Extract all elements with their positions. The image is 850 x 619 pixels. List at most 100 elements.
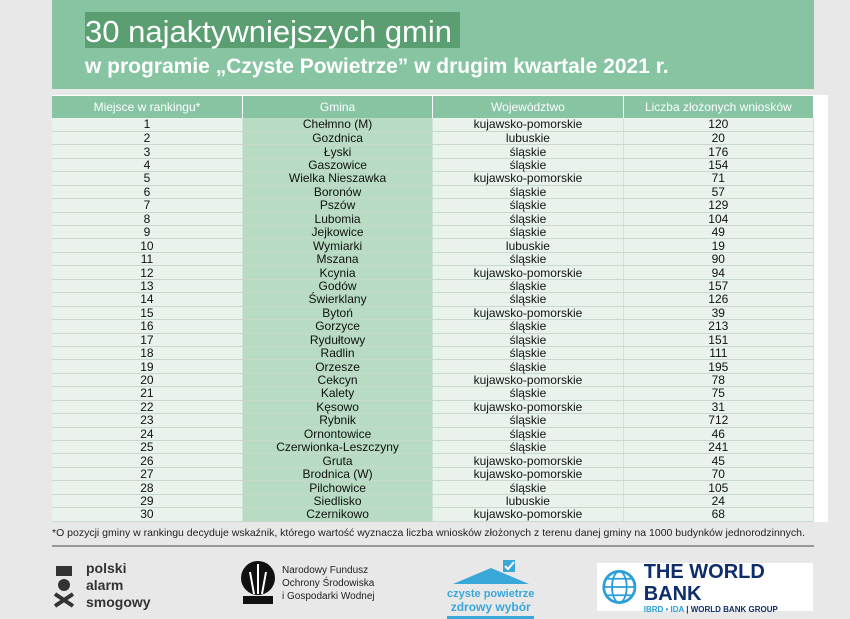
gmina-cell: Orzesze (242, 359, 434, 374)
applications-cell: 71 (623, 171, 815, 186)
voivodeship-cell: śląskie (432, 225, 624, 240)
applications-cell: 90 (623, 252, 815, 267)
applications-cell: 57 (623, 185, 815, 200)
gmina-cell: Pszów (242, 198, 434, 213)
rank-cell: 9 (52, 225, 243, 240)
table-row: 29 Siedlisko lubuskie 24 (52, 494, 815, 509)
table-row: 14 Świerklany śląskie 126 (52, 292, 815, 307)
voivodeship-cell: śląskie (432, 440, 624, 455)
table-row: 5 Wielka Nieszawka kujawsko-pomorskie 71 (52, 171, 815, 186)
rank-cell: 8 (52, 212, 243, 227)
gmina-cell: Pilchowice (242, 480, 434, 495)
applications-cell: 105 (623, 480, 815, 495)
gmina-cell: Czerwionka-Leszczyny (242, 440, 434, 455)
rank-cell: 10 (52, 238, 243, 253)
applications-cell: 126 (623, 292, 815, 307)
applications-cell: 24 (623, 494, 815, 509)
gmina-cell: Kcynia (242, 265, 434, 280)
applications-cell: 94 (623, 265, 815, 280)
psa-text: alarm (86, 577, 124, 593)
column-header: Województwo (432, 96, 624, 118)
voivodeship-cell: śląskie (432, 413, 624, 428)
voivodeship-cell: śląskie (432, 185, 624, 200)
table-row: 10 Wymiarki lubuskie 19 (52, 238, 815, 253)
rank-cell: 1 (52, 118, 243, 132)
gmina-cell: Godów (242, 279, 434, 294)
applications-cell: 20 (623, 131, 815, 146)
voivodeship-cell: kujawsko-pomorskie (432, 118, 624, 132)
rank-cell: 12 (52, 265, 243, 280)
table-row: 30 Czernikowo kujawsko-pomorskie 68 (52, 507, 815, 522)
rank-cell: 24 (52, 427, 243, 442)
voivodeship-cell: kujawsko-pomorskie (432, 265, 624, 280)
rank-cell: 15 (52, 306, 243, 321)
applications-cell: 39 (623, 306, 815, 321)
table-row: 13 Godów śląskie 157 (52, 279, 815, 294)
gmina-cell: Brodnica (W) (242, 467, 434, 482)
voivodeship-cell: śląskie (432, 319, 624, 334)
table-row: 20 Cekcyn kujawsko-pomorskie 78 (52, 373, 815, 388)
rank-cell: 6 (52, 185, 243, 200)
voivodeship-cell: śląskie (432, 198, 624, 213)
gmina-cell: Cekcyn (242, 373, 434, 388)
gmina-cell: Lubomia (242, 212, 434, 227)
voivodeship-cell: śląskie (432, 292, 624, 307)
voivodeship-cell: śląskie (432, 386, 624, 401)
table-row: 6 Boronów śląskie 57 (52, 185, 815, 200)
applications-cell: 49 (623, 225, 815, 240)
table-row: 12 Kcynia kujawsko-pomorskie 94 (52, 265, 815, 280)
voivodeship-cell: lubuskie (432, 238, 624, 253)
rank-cell: 30 (52, 507, 243, 522)
gmina-cell: Wymiarki (242, 238, 434, 253)
divider (52, 545, 814, 547)
page-subtitle: w programie „Czyste Powietrze” w drugim … (85, 55, 669, 78)
applications-cell: 120 (623, 118, 815, 132)
applications-cell: 104 (623, 212, 815, 227)
table-row: 8 Lubomia śląskie 104 (52, 212, 815, 227)
rank-cell: 26 (52, 453, 243, 468)
voivodeship-cell: kujawsko-pomorskie (432, 306, 624, 321)
gmina-cell: Gozdnica (242, 131, 434, 146)
gmina-cell: Łyski (242, 144, 434, 159)
voivodeship-cell: kujawsko-pomorskie (432, 400, 624, 415)
applications-cell: 75 (623, 386, 815, 401)
voivodeship-cell: śląskie (432, 144, 624, 159)
table-row: 22 Kęsowo kujawsko-pomorskie 31 (52, 400, 815, 415)
column-header: Liczba złożonych wniosków (623, 96, 815, 118)
nfosigw-text: i Gospodarki Wodnej (282, 590, 375, 602)
table-row: 15 Bytoń kujawsko-pomorskie 39 (52, 306, 815, 321)
footnote: *O pozycji gminy w rankingu decyduje wsk… (52, 527, 805, 539)
nfosigw-text: Narodowy Fundusz (282, 564, 369, 576)
table-row: 17 Rydułtowy śląskie 151 (52, 333, 815, 347)
rank-cell: 28 (52, 480, 243, 495)
voivodeship-cell: śląskie (432, 279, 624, 294)
table-row: 19 Orzesze śląskie 195 (52, 359, 815, 374)
rank-cell: 25 (52, 440, 243, 455)
applications-cell: 712 (623, 413, 815, 428)
applications-cell: 213 (623, 319, 815, 334)
applications-cell: 176 (623, 144, 815, 159)
cp-text: zdrowy wybór (450, 600, 531, 614)
globe-icon (602, 570, 637, 604)
voivodeship-cell: kujawsko-pomorskie (432, 467, 624, 482)
voivodeship-cell: śląskie (432, 252, 624, 267)
nfosigw-text: Ochrony Środowiska (282, 577, 375, 589)
table-row: 23 Rybnik śląskie 712 (52, 413, 815, 428)
house-roof-icon (452, 560, 529, 584)
voivodeship-cell: śląskie (432, 333, 624, 347)
rank-cell: 3 (52, 144, 243, 159)
applications-cell: 45 (623, 453, 815, 468)
table-row: 2 Gozdnica lubuskie 20 (52, 131, 815, 146)
gmina-cell: Jejkowice (242, 225, 434, 240)
table-row: 3 Łyski śląskie 176 (52, 144, 815, 159)
table-row: 18 Radlin śląskie 111 (52, 346, 815, 361)
voivodeship-cell: kujawsko-pomorskie (432, 373, 624, 388)
applications-cell: 19 (623, 238, 815, 253)
psa-icon (53, 565, 75, 608)
rank-cell: 20 (52, 373, 243, 388)
wb-sub: IBRD • IDA (643, 604, 684, 614)
applications-cell: 46 (623, 427, 815, 442)
page-title: 30 najaktywniejszych gmin (85, 12, 461, 49)
gmina-cell: Czernikowo (242, 507, 434, 522)
column-header: Gmina (242, 96, 434, 118)
